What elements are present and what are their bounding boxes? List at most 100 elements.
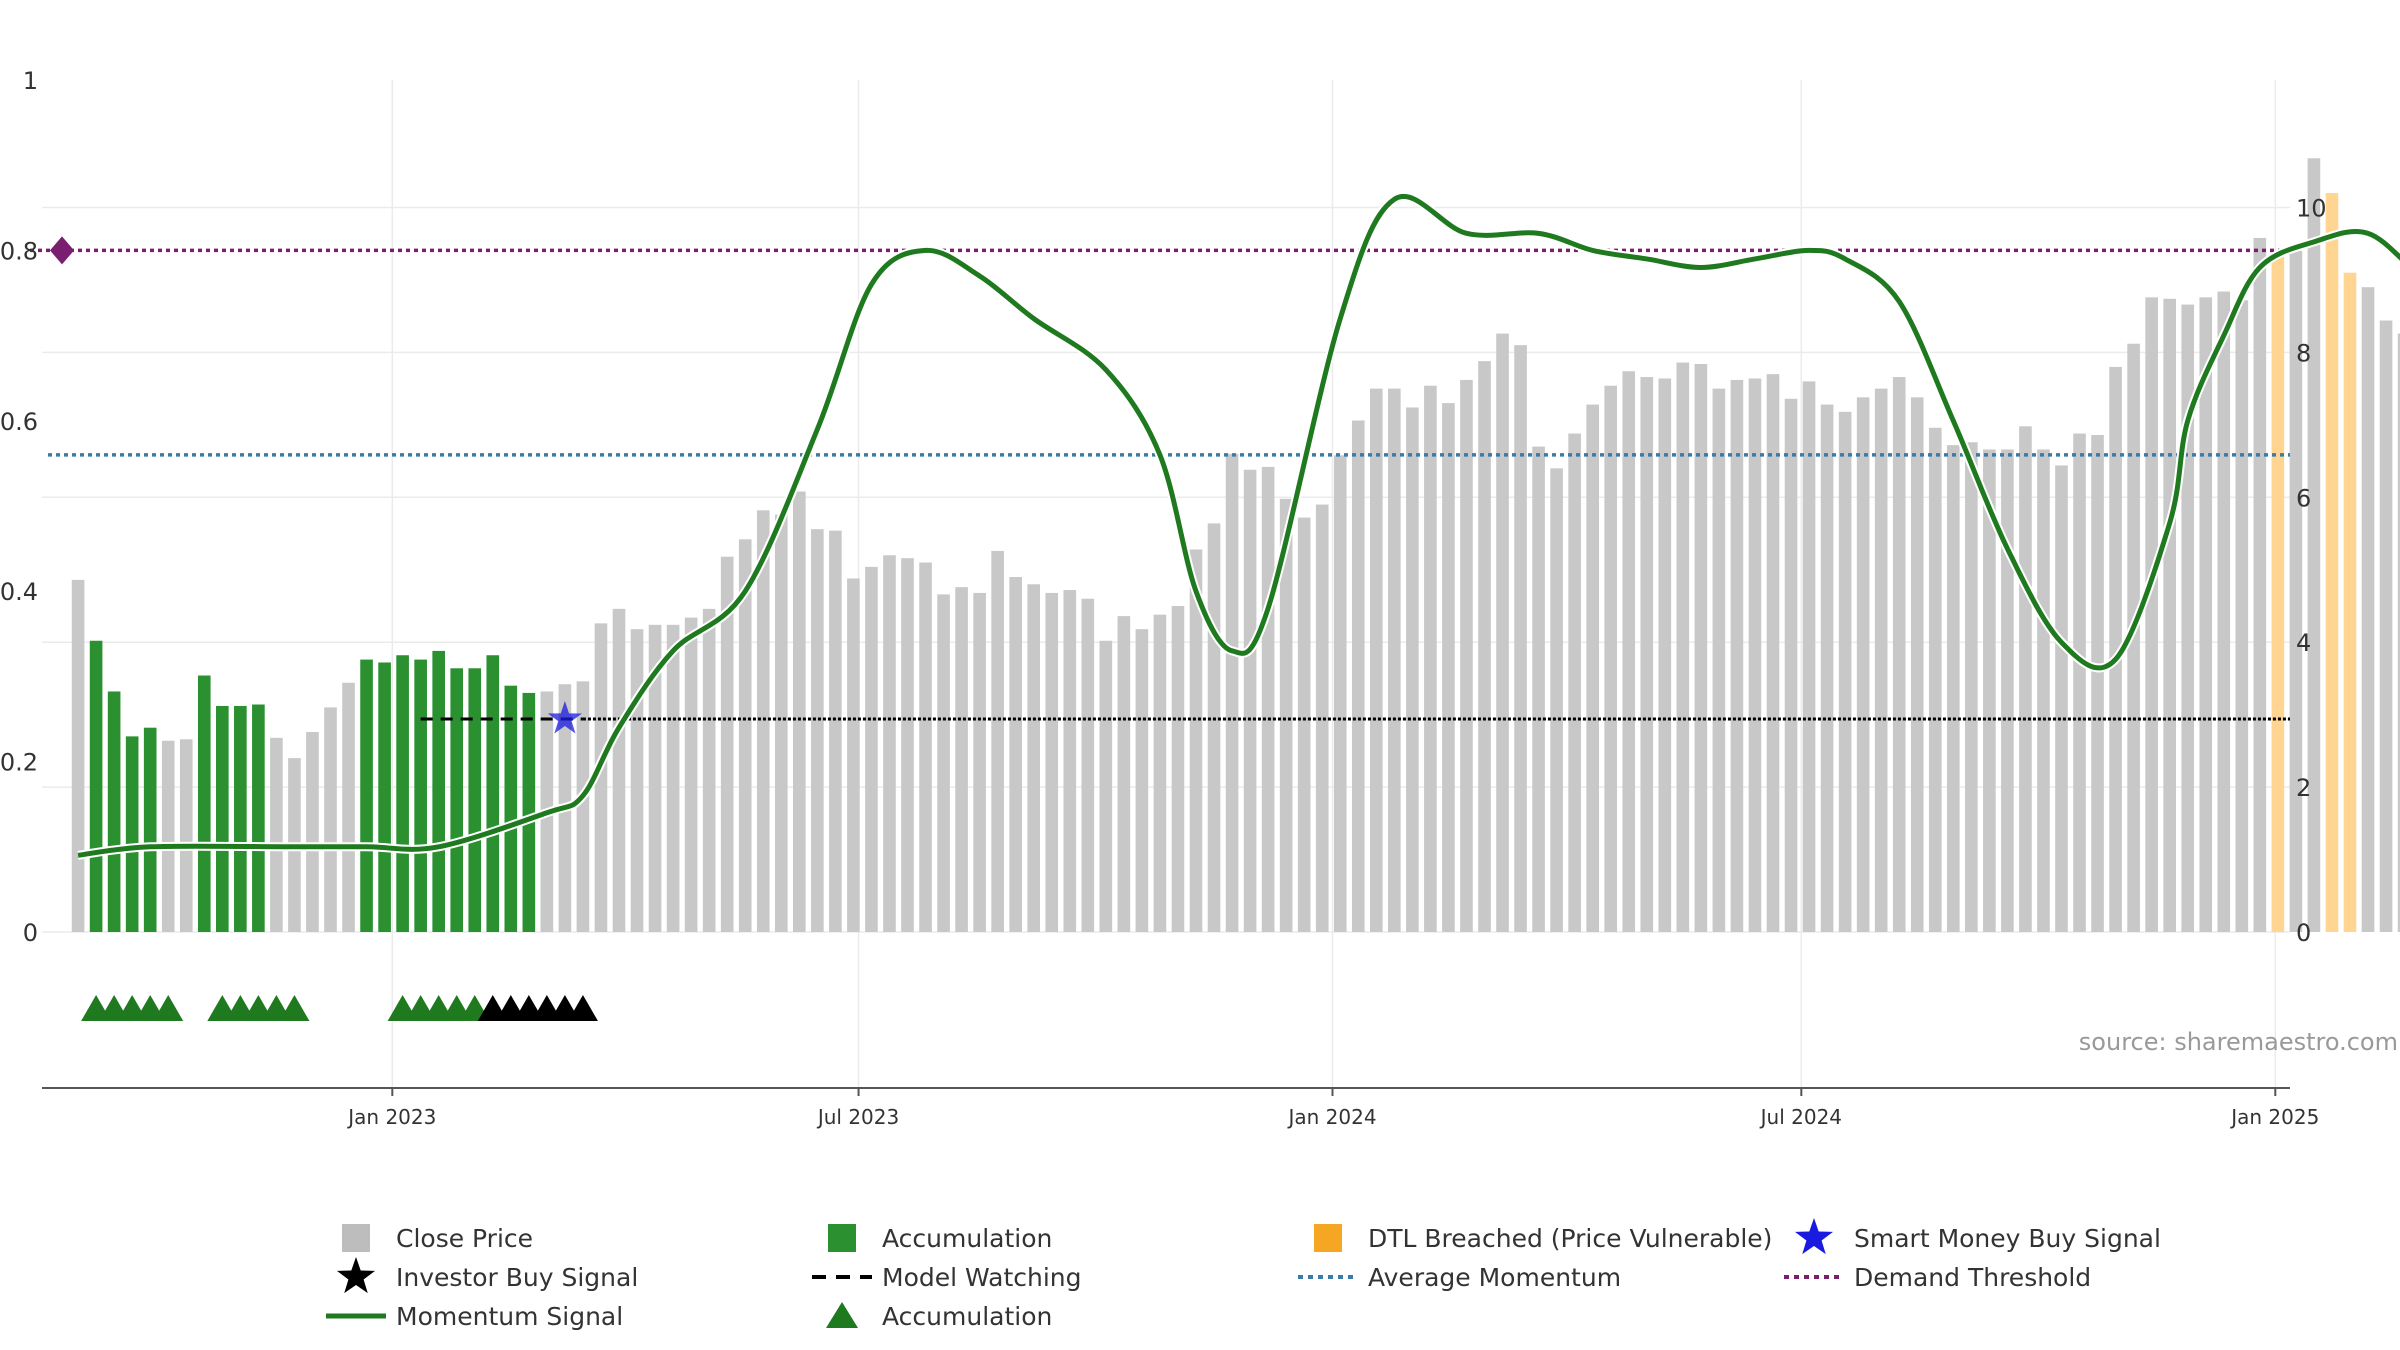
close-price-bar bbox=[1460, 379, 1473, 932]
close-price-bar bbox=[865, 566, 878, 932]
accumulation-bar bbox=[234, 705, 247, 932]
close-price-bar bbox=[1766, 374, 1780, 933]
close-price-bar bbox=[1279, 498, 1293, 932]
close-price-bar bbox=[1135, 629, 1149, 932]
legend: Close Price Accumulation DTL Breached (Pri… bbox=[326, 1218, 2161, 1331]
x-tick-label: Jul 2023 bbox=[816, 1105, 899, 1129]
close-price-bar bbox=[2037, 449, 2050, 932]
legend-label: Close Price bbox=[396, 1224, 533, 1253]
investor-buy-triangle-marker bbox=[567, 995, 598, 1021]
x-tick-label: Jan 2025 bbox=[2229, 1105, 2319, 1129]
close-price-bar bbox=[1189, 549, 1203, 932]
source-label: source: sharemaestro.com bbox=[2079, 1028, 2398, 1056]
close-price-bar bbox=[2091, 435, 2104, 932]
accumulation-bar bbox=[378, 662, 391, 932]
close-price-bar bbox=[1820, 404, 1834, 933]
close-price-bar bbox=[901, 558, 914, 932]
close-price-bar bbox=[2397, 333, 2400, 933]
signal-markers bbox=[81, 701, 598, 1021]
close-price-bar bbox=[1946, 445, 1960, 932]
close-price-bar bbox=[342, 682, 355, 932]
close-price-bar bbox=[1838, 411, 1852, 933]
close-price-bar bbox=[71, 579, 85, 932]
close-price-bar bbox=[792, 491, 806, 932]
close-price-bar bbox=[1784, 398, 1798, 932]
close-price-bar bbox=[1496, 333, 1509, 933]
close-price-bar bbox=[1622, 371, 1636, 933]
dtl-breached-bar bbox=[2271, 252, 2285, 932]
legend-label: Accumulation bbox=[882, 1224, 1052, 1253]
axes: Jan 2023 Jul 2023 Jan 2024 Jul 2024 Jan 2025… bbox=[0, 67, 2327, 1129]
close-price-bar bbox=[973, 592, 986, 932]
close-price-bar bbox=[1640, 377, 1654, 933]
accumulation-bar bbox=[252, 704, 265, 932]
close-price-bar bbox=[1081, 598, 1095, 932]
accumulation-bar bbox=[216, 705, 229, 932]
close-price-bar bbox=[1315, 504, 1329, 932]
close-price-bar bbox=[1351, 420, 1365, 932]
accumulation-bar bbox=[197, 675, 211, 932]
close-price-bar bbox=[1748, 378, 1762, 932]
close-price-bar bbox=[1550, 468, 1563, 932]
close-price-bar bbox=[1856, 397, 1870, 932]
close-price-bar bbox=[2289, 250, 2303, 932]
close-price-bar bbox=[756, 510, 770, 932]
close-price-bar bbox=[1099, 640, 1113, 932]
left-tick-label: 0.4 bbox=[0, 578, 38, 606]
close-price-bar bbox=[1027, 584, 1041, 932]
close-price-bar bbox=[648, 624, 662, 932]
x-tick-label: Jan 2023 bbox=[346, 1105, 436, 1129]
close-price-bar bbox=[1243, 469, 1257, 932]
close-price-bar bbox=[630, 629, 644, 932]
smart-money-buy-star bbox=[547, 701, 583, 734]
right-tick-label: 4 bbox=[2296, 629, 2311, 657]
close-price-bar bbox=[1009, 577, 1022, 932]
right-tick-label: 6 bbox=[2296, 484, 2311, 512]
bars bbox=[71, 158, 2400, 933]
close-price-bar bbox=[1983, 449, 1996, 932]
close-price-bar bbox=[991, 550, 1004, 932]
close-price-bar bbox=[1604, 385, 1618, 932]
accumulation-bar bbox=[486, 655, 500, 932]
x-tick-label: Jul 2024 bbox=[1759, 1105, 1842, 1129]
accumulation-bar bbox=[504, 685, 518, 932]
close-price-bar bbox=[1063, 590, 1077, 932]
close-price-bar bbox=[1532, 446, 1545, 932]
close-price-bar bbox=[1694, 364, 1708, 932]
legend-square-symbol bbox=[342, 1224, 370, 1252]
legend-square-symbol bbox=[828, 1224, 856, 1252]
accumulation-bar bbox=[360, 659, 373, 932]
close-price-bar bbox=[1874, 388, 1888, 932]
close-price-bar bbox=[1586, 404, 1599, 933]
momentum-signal-group bbox=[77, 192, 2400, 860]
accumulation-bar bbox=[450, 668, 464, 932]
right-tick-label: 2 bbox=[2296, 774, 2311, 802]
x-tick-label: Jan 2024 bbox=[1286, 1105, 1376, 1129]
legend-label: Model Watching bbox=[882, 1263, 1082, 1292]
close-price-bar bbox=[2145, 297, 2158, 932]
legend-label: Smart Money Buy Signal bbox=[1854, 1224, 2161, 1253]
close-price-bar bbox=[1658, 378, 1672, 932]
momentum-signal-line bbox=[77, 194, 2400, 858]
left-tick-label: 0.2 bbox=[0, 749, 38, 777]
close-price-bar bbox=[1388, 388, 1401, 932]
close-price-bar bbox=[324, 707, 337, 932]
close-price-bar bbox=[1730, 379, 1744, 932]
close-price-bar bbox=[1171, 605, 1185, 932]
dtl-breached-bar bbox=[2325, 193, 2339, 933]
close-price-bar bbox=[2019, 426, 2032, 932]
close-price-bar bbox=[2055, 465, 2068, 932]
left-tick-label: 0.8 bbox=[0, 237, 38, 265]
close-price-bar bbox=[1802, 381, 1816, 932]
legend-triangle-symbol bbox=[826, 1302, 858, 1328]
accumulation-bar bbox=[125, 736, 139, 932]
close-price-bar bbox=[847, 578, 860, 932]
legend-label: Investor Buy Signal bbox=[396, 1263, 638, 1292]
close-price-bar bbox=[883, 555, 896, 932]
left-tick-label: 0.6 bbox=[0, 408, 38, 436]
close-price-bar bbox=[1928, 427, 1942, 932]
close-price-bar bbox=[1568, 433, 1581, 932]
accumulation-bar bbox=[107, 691, 121, 932]
close-price-bar bbox=[2235, 300, 2249, 933]
legend-star-symbol bbox=[1794, 1218, 1834, 1255]
